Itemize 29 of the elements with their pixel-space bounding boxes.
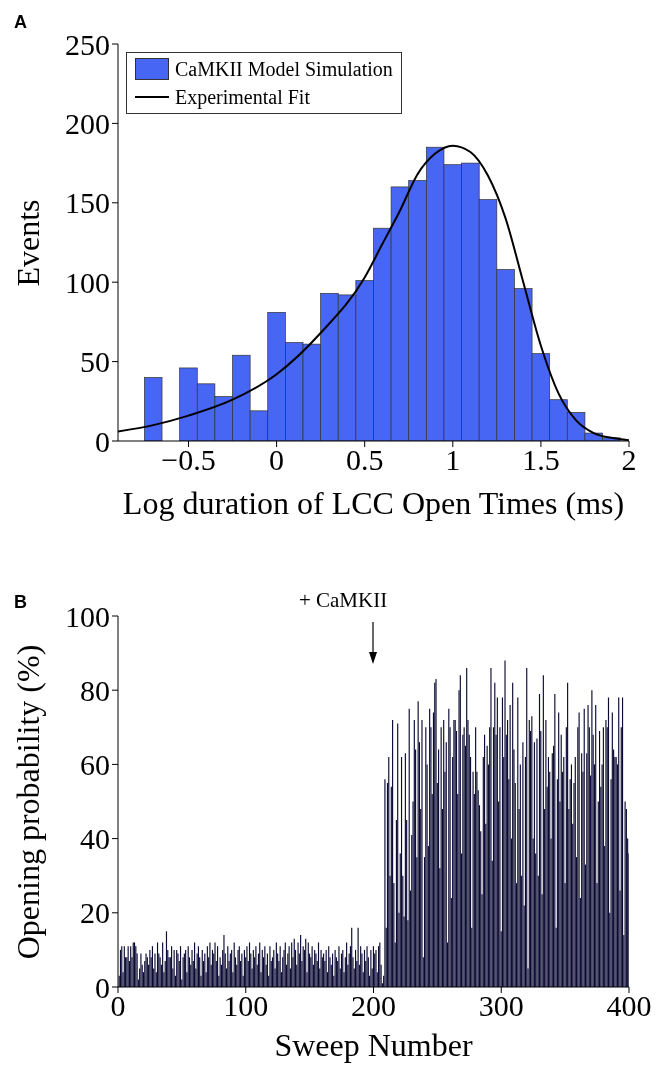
x-tick-label: 1.5 [522,443,560,477]
legend-label: CaMKII Model Simulation [175,57,393,81]
y-tick-label: 40 [80,822,110,856]
x-tick-label: 0.5 [345,443,384,477]
y-tick-label: 80 [80,673,110,707]
y-tick-label: 150 [65,186,110,220]
x-tick-label: 100 [223,989,269,1023]
x-axis-title: Sweep Number [273,1027,474,1064]
x-axis-title: Log duration of LCC Open Times (ms) [121,485,626,522]
x-tick-label: 400 [606,989,652,1023]
x-tick-label: 0 [269,443,285,477]
text: + CaMKII [298,588,388,612]
y-tick-label: 200 [65,107,110,141]
x-tick-label: 1 [445,443,461,477]
legend-label: Experimental Fit [175,85,310,109]
y-axis-title: Events [10,197,47,289]
y-tick-label: 250 [65,27,110,61]
x-tick-label: 200 [351,989,396,1023]
y-axis-title: Opening probability (%) [10,644,46,959]
chart-title: B [14,592,27,613]
x-tick-label: 2 [621,443,637,477]
chart-title: A [14,12,27,33]
y-tick-label: 50 [80,345,110,379]
y-tick-label: 20 [80,896,110,930]
x-tick-label: 300 [478,989,524,1023]
y-tick-label: 100 [65,265,110,299]
y-tick-label: 100 [65,599,110,633]
x-tick-label: −0.5 [161,443,216,477]
y-tick-label: 60 [80,748,110,782]
